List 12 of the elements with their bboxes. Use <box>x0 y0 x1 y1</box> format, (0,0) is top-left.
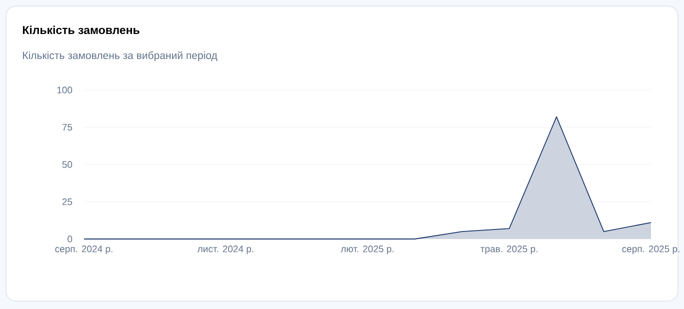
x-tick-label: лют. 2025 р. <box>340 246 394 254</box>
chart-title: Кількість замовлень <box>22 26 140 34</box>
x-tick-label: серп. 2024 р. <box>55 246 112 254</box>
y-tick-label: 0 <box>68 236 72 242</box>
x-tick-label: лист. 2024 р. <box>197 246 254 254</box>
y-tick-label: 25 <box>62 198 72 206</box>
y-tick-label: 100 <box>57 86 72 94</box>
x-tick-label: трав. 2025 р. <box>480 246 538 254</box>
y-tick-label: 50 <box>62 161 72 168</box>
y-tick-label: 75 <box>62 124 72 131</box>
chart-subtitle: Кількість замовлень за вибраний період <box>23 51 218 62</box>
x-tick-label: серп. 2025 р. <box>622 246 680 254</box>
